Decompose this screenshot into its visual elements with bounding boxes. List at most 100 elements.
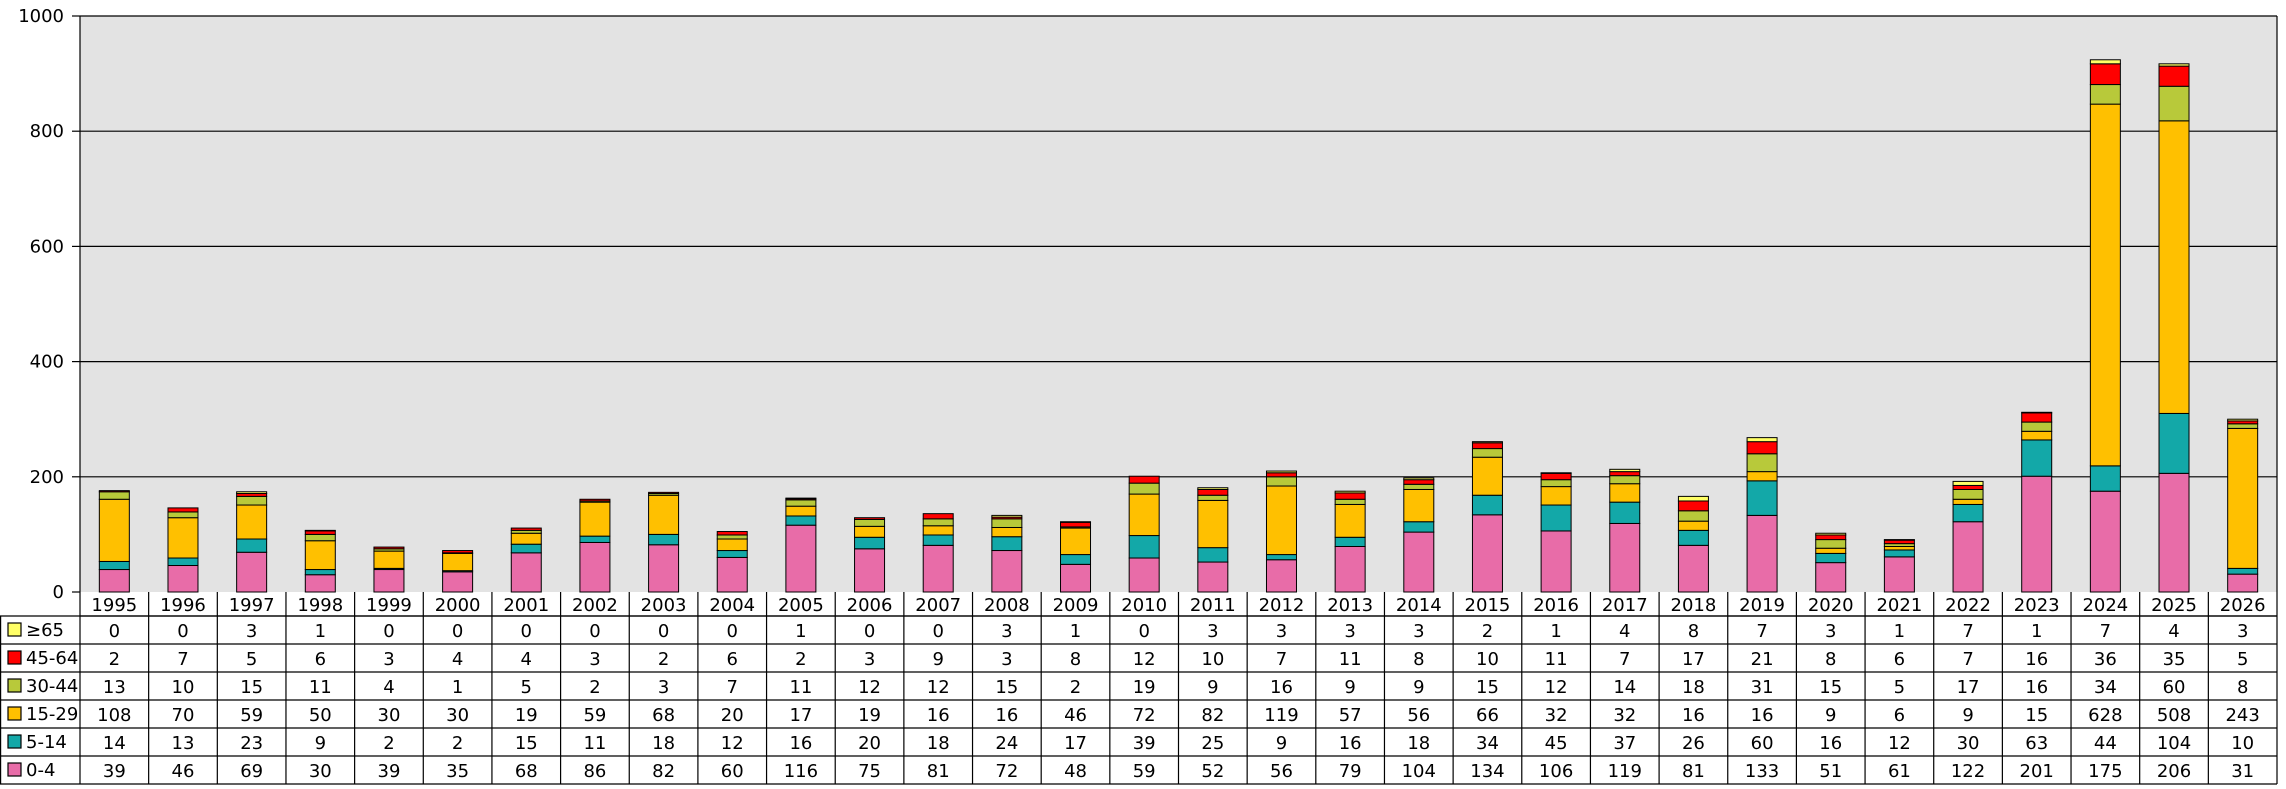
bar-2018-series-1: [1678, 530, 1708, 545]
bar-2018-series-5: [1678, 496, 1708, 501]
table-cell-1997: 5: [246, 649, 257, 670]
table-cell-2006: 0: [864, 621, 875, 642]
bar-2015-series-5: [1472, 442, 1502, 443]
table-cell-1995: 13: [103, 677, 126, 698]
table-cell-2011: 52: [1201, 761, 1224, 782]
table-cell-2015: 10: [1476, 649, 1499, 670]
bar-2014-series-4: [1404, 480, 1434, 485]
table-cell-2011: 25: [1201, 733, 1224, 754]
table-cell-2014: 18: [1407, 733, 1430, 754]
bar-2008-series-2: [992, 527, 1022, 536]
category-label-2024: 2024: [2082, 595, 2128, 616]
bar-1997-series-3: [237, 496, 267, 505]
bar-1998-series-0: [305, 575, 335, 592]
table-cell-2010: 19: [1133, 677, 1156, 698]
bar-2017-series-3: [1610, 476, 1640, 484]
table-cell-2026: 3: [2237, 621, 2248, 642]
bar-2015-series-3: [1472, 449, 1502, 458]
bar-2001-series-1: [511, 544, 541, 553]
bar-2005-series-3: [786, 500, 816, 506]
category-label-2026: 2026: [2220, 595, 2266, 616]
table-cell-2018: 26: [1682, 733, 1705, 754]
table-cell-2001: 68: [515, 761, 538, 782]
bar-1999-series-0: [374, 570, 404, 592]
table-cell-2003: 2: [658, 649, 669, 670]
bar-2006-series-3: [855, 519, 885, 526]
bar-2007-series-0: [923, 545, 953, 592]
table-cell-2019: 21: [1751, 649, 1774, 670]
table-cell-2003: 82: [652, 761, 675, 782]
bar-2016-series-2: [1541, 487, 1571, 505]
bar-2025-series-3: [2159, 86, 2189, 121]
table-cell-1996: 70: [172, 705, 195, 726]
category-label-2010: 2010: [1121, 595, 1167, 616]
table-cell-2004: 60: [721, 761, 744, 782]
table-cell-1997: 15: [240, 677, 263, 698]
table-cell-2013: 16: [1339, 733, 1362, 754]
table-cell-1997: 59: [240, 705, 263, 726]
table-cell-2021: 5: [1894, 677, 1905, 698]
bar-2023-series-3: [2022, 422, 2052, 431]
table-cell-2004: 12: [721, 733, 744, 754]
table-cell-2004: 7: [727, 677, 738, 698]
table-cell-2018: 8: [1688, 621, 1699, 642]
category-label-2013: 2013: [1327, 595, 1373, 616]
bar-1998-series-4: [305, 531, 335, 534]
table-cell-2014: 8: [1413, 649, 1424, 670]
table-cell-1997: 3: [246, 621, 257, 642]
bar-2003-series-2: [649, 495, 679, 534]
table-cell-2005: 17: [789, 705, 812, 726]
table-cell-2024: 628: [2088, 705, 2122, 726]
table-cell-2025: 508: [2157, 705, 2191, 726]
bar-2018-series-4: [1678, 501, 1708, 511]
bar-1997-series-5: [237, 492, 267, 494]
table-cell-2023: 15: [2025, 705, 2048, 726]
table-cell-2007: 9: [932, 649, 943, 670]
table-cell-2015: 134: [1470, 761, 1504, 782]
table-cell-2007: 81: [927, 761, 950, 782]
table-cell-1999: 2: [383, 733, 394, 754]
bar-2024-series-3: [2090, 85, 2120, 105]
bar-1997-series-1: [237, 539, 267, 552]
table-cell-2012: 9: [1276, 733, 1287, 754]
table-cell-1996: 7: [177, 649, 188, 670]
table-cell-2012: 7: [1276, 649, 1287, 670]
bar-2016-series-1: [1541, 505, 1571, 531]
table-cell-2004: 20: [721, 705, 744, 726]
table-cell-2000: 0: [452, 621, 463, 642]
table-cell-1995: 39: [103, 761, 126, 782]
bar-2021-series-0: [1884, 557, 1914, 592]
bar-2002-series-1: [580, 536, 610, 542]
category-label-2025: 2025: [2151, 595, 2197, 616]
bar-2011-series-5: [1198, 488, 1228, 490]
table-cell-2017: 119: [1608, 761, 1642, 782]
bar-1996-series-2: [168, 518, 198, 558]
bar-2007-series-3: [923, 519, 953, 526]
bar-2018-series-2: [1678, 521, 1708, 530]
bar-2017-series-0: [1610, 523, 1640, 592]
table-cell-2010: 39: [1133, 733, 1156, 754]
table-cell-2016: 45: [1545, 733, 1568, 754]
bar-2025-series-2: [2159, 121, 2189, 414]
table-cell-2009: 2: [1070, 677, 1081, 698]
bar-2003-series-0: [649, 545, 679, 592]
table-cell-2002: 11: [583, 733, 606, 754]
bar-2023-series-0: [2022, 476, 2052, 592]
table-cell-2001: 0: [521, 621, 532, 642]
table-cell-2012: 56: [1270, 761, 1293, 782]
bar-2015-series-4: [1472, 443, 1502, 449]
bar-2002-series-4: [580, 499, 610, 501]
category-label-2002: 2002: [572, 595, 618, 616]
bar-1995-series-0: [99, 570, 129, 592]
bar-2004-series-4: [717, 532, 747, 535]
table-cell-2014: 56: [1407, 705, 1430, 726]
table-cell-2024: 7: [2100, 621, 2111, 642]
table-cell-2026: 8: [2237, 677, 2248, 698]
bar-2021-series-1: [1884, 550, 1914, 557]
bar-2007-series-2: [923, 526, 953, 535]
bar-1999-series-4: [374, 547, 404, 549]
table-cell-2019: 133: [1745, 761, 1779, 782]
table-cell-1997: 23: [240, 733, 263, 754]
bar-2019-series-0: [1747, 515, 1777, 592]
table-cell-2012: 119: [1264, 705, 1298, 726]
